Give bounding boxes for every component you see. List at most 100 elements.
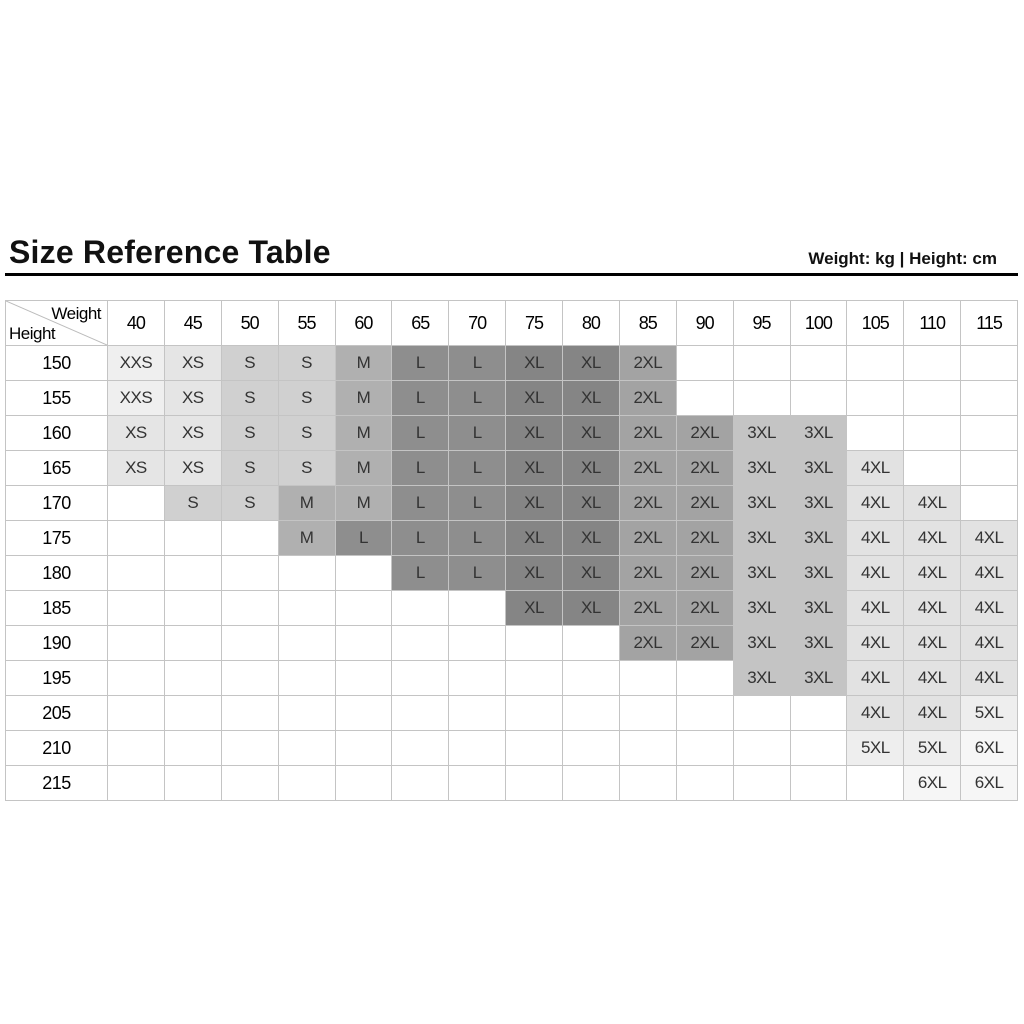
empty-cell xyxy=(220,520,279,556)
empty-cell xyxy=(391,590,450,626)
size-cell: 3XL xyxy=(732,485,791,521)
size-cell: 4XL xyxy=(846,485,905,521)
empty-cell xyxy=(562,695,620,731)
empty-cell xyxy=(618,660,677,696)
size-cell: XL xyxy=(562,485,620,521)
size-cell: 4XL xyxy=(903,660,962,696)
empty-cell xyxy=(107,590,165,626)
empty-cell xyxy=(562,625,620,661)
size-cell: L xyxy=(334,520,393,556)
height-header: 150 xyxy=(5,345,108,381)
table-row: 180 L L XL XL 2XL 2XL 3XL 3XL 4XL 4XL 4XL xyxy=(5,555,1018,591)
empty-cell xyxy=(675,765,734,801)
empty-cell xyxy=(334,590,393,626)
empty-cell xyxy=(732,765,791,801)
title-divider xyxy=(5,273,1018,276)
size-cell: L xyxy=(448,450,507,486)
height-axis-label: Height xyxy=(9,324,56,343)
size-cell: 2XL xyxy=(618,380,677,416)
size-cell: L xyxy=(391,555,450,591)
empty-cell xyxy=(107,625,165,661)
weight-header: 40 xyxy=(107,300,165,346)
size-cell: 4XL xyxy=(846,625,905,661)
size-cell: 4XL xyxy=(903,485,962,521)
empty-cell xyxy=(277,590,336,626)
weight-header: 95 xyxy=(732,300,791,346)
size-cell: XS xyxy=(163,415,222,451)
size-cell: 5XL xyxy=(960,695,1018,731)
empty-cell xyxy=(675,660,734,696)
height-header: 160 xyxy=(5,415,108,451)
empty-cell xyxy=(789,695,848,731)
size-cell: XL xyxy=(562,345,620,381)
size-cell: 6XL xyxy=(960,765,1018,801)
height-header: 185 xyxy=(5,590,108,626)
size-cell: S xyxy=(220,380,279,416)
size-cell: XL xyxy=(505,485,563,521)
size-cell: XL xyxy=(562,450,620,486)
size-cell: XL xyxy=(562,380,620,416)
weight-header: 110 xyxy=(903,300,962,346)
height-header: 165 xyxy=(5,450,108,486)
size-cell: 4XL xyxy=(960,660,1018,696)
size-cell: XL xyxy=(505,590,563,626)
empty-cell xyxy=(448,695,507,731)
size-cell: 2XL xyxy=(618,520,677,556)
empty-cell xyxy=(107,485,165,521)
weight-header: 90 xyxy=(675,300,734,346)
empty-cell xyxy=(789,345,848,381)
empty-cell xyxy=(334,555,393,591)
table-row: 150 XXS XS S S M L L XL XL 2XL xyxy=(5,345,1018,381)
size-cell: XL xyxy=(562,415,620,451)
size-cell: 4XL xyxy=(960,625,1018,661)
size-cell: 3XL xyxy=(789,485,848,521)
table-row: 175 M L L L XL XL 2XL 2XL 3XL 3XL 4XL 4XL 4XL xyxy=(5,520,1018,556)
weight-axis-label: Weight xyxy=(51,304,101,323)
empty-cell xyxy=(107,660,165,696)
size-cell: M xyxy=(277,520,336,556)
size-cell: 3XL xyxy=(732,660,791,696)
size-cell: 3XL xyxy=(789,660,848,696)
empty-cell xyxy=(163,555,222,591)
height-header: 170 xyxy=(5,485,108,521)
size-cell: 5XL xyxy=(846,730,905,766)
empty-cell xyxy=(618,765,677,801)
empty-cell xyxy=(846,345,905,381)
empty-cell xyxy=(505,695,563,731)
size-cell: S xyxy=(220,415,279,451)
size-cell: L xyxy=(448,555,507,591)
empty-cell xyxy=(163,765,222,801)
empty-cell xyxy=(675,730,734,766)
size-cell: XL xyxy=(562,555,620,591)
table-row: 160 XS XS S S M L L XL XL 2XL 2XL 3XL 3XL xyxy=(5,415,1018,451)
diagonal-line xyxy=(6,301,107,345)
empty-cell xyxy=(505,765,563,801)
size-cell: 2XL xyxy=(675,625,734,661)
size-cell: L xyxy=(391,345,450,381)
size-cell: 2XL xyxy=(675,450,734,486)
size-cell: S xyxy=(220,450,279,486)
size-cell: XL xyxy=(505,415,563,451)
size-cell: 3XL xyxy=(732,520,791,556)
size-cell: L xyxy=(391,520,450,556)
size-cell: 2XL xyxy=(675,590,734,626)
empty-cell xyxy=(107,765,165,801)
weight-header: 60 xyxy=(334,300,393,346)
weight-header: 115 xyxy=(960,300,1018,346)
weight-header: 70 xyxy=(448,300,507,346)
empty-cell xyxy=(220,590,279,626)
empty-cell xyxy=(732,730,791,766)
size-table: Weight Height 40 45 50 55 60 65 70 75 80 85 90 95 10… xyxy=(5,300,1018,801)
empty-cell xyxy=(334,695,393,731)
size-cell: 2XL xyxy=(618,345,677,381)
empty-cell xyxy=(618,695,677,731)
size-cell: 3XL xyxy=(789,520,848,556)
size-cell: S xyxy=(277,415,336,451)
empty-cell xyxy=(107,520,165,556)
size-cell: 4XL xyxy=(903,555,962,591)
empty-cell xyxy=(846,765,905,801)
size-cell: XS xyxy=(163,380,222,416)
size-cell: 2XL xyxy=(675,485,734,521)
weight-header: 55 xyxy=(277,300,336,346)
size-cell: 3XL xyxy=(789,625,848,661)
